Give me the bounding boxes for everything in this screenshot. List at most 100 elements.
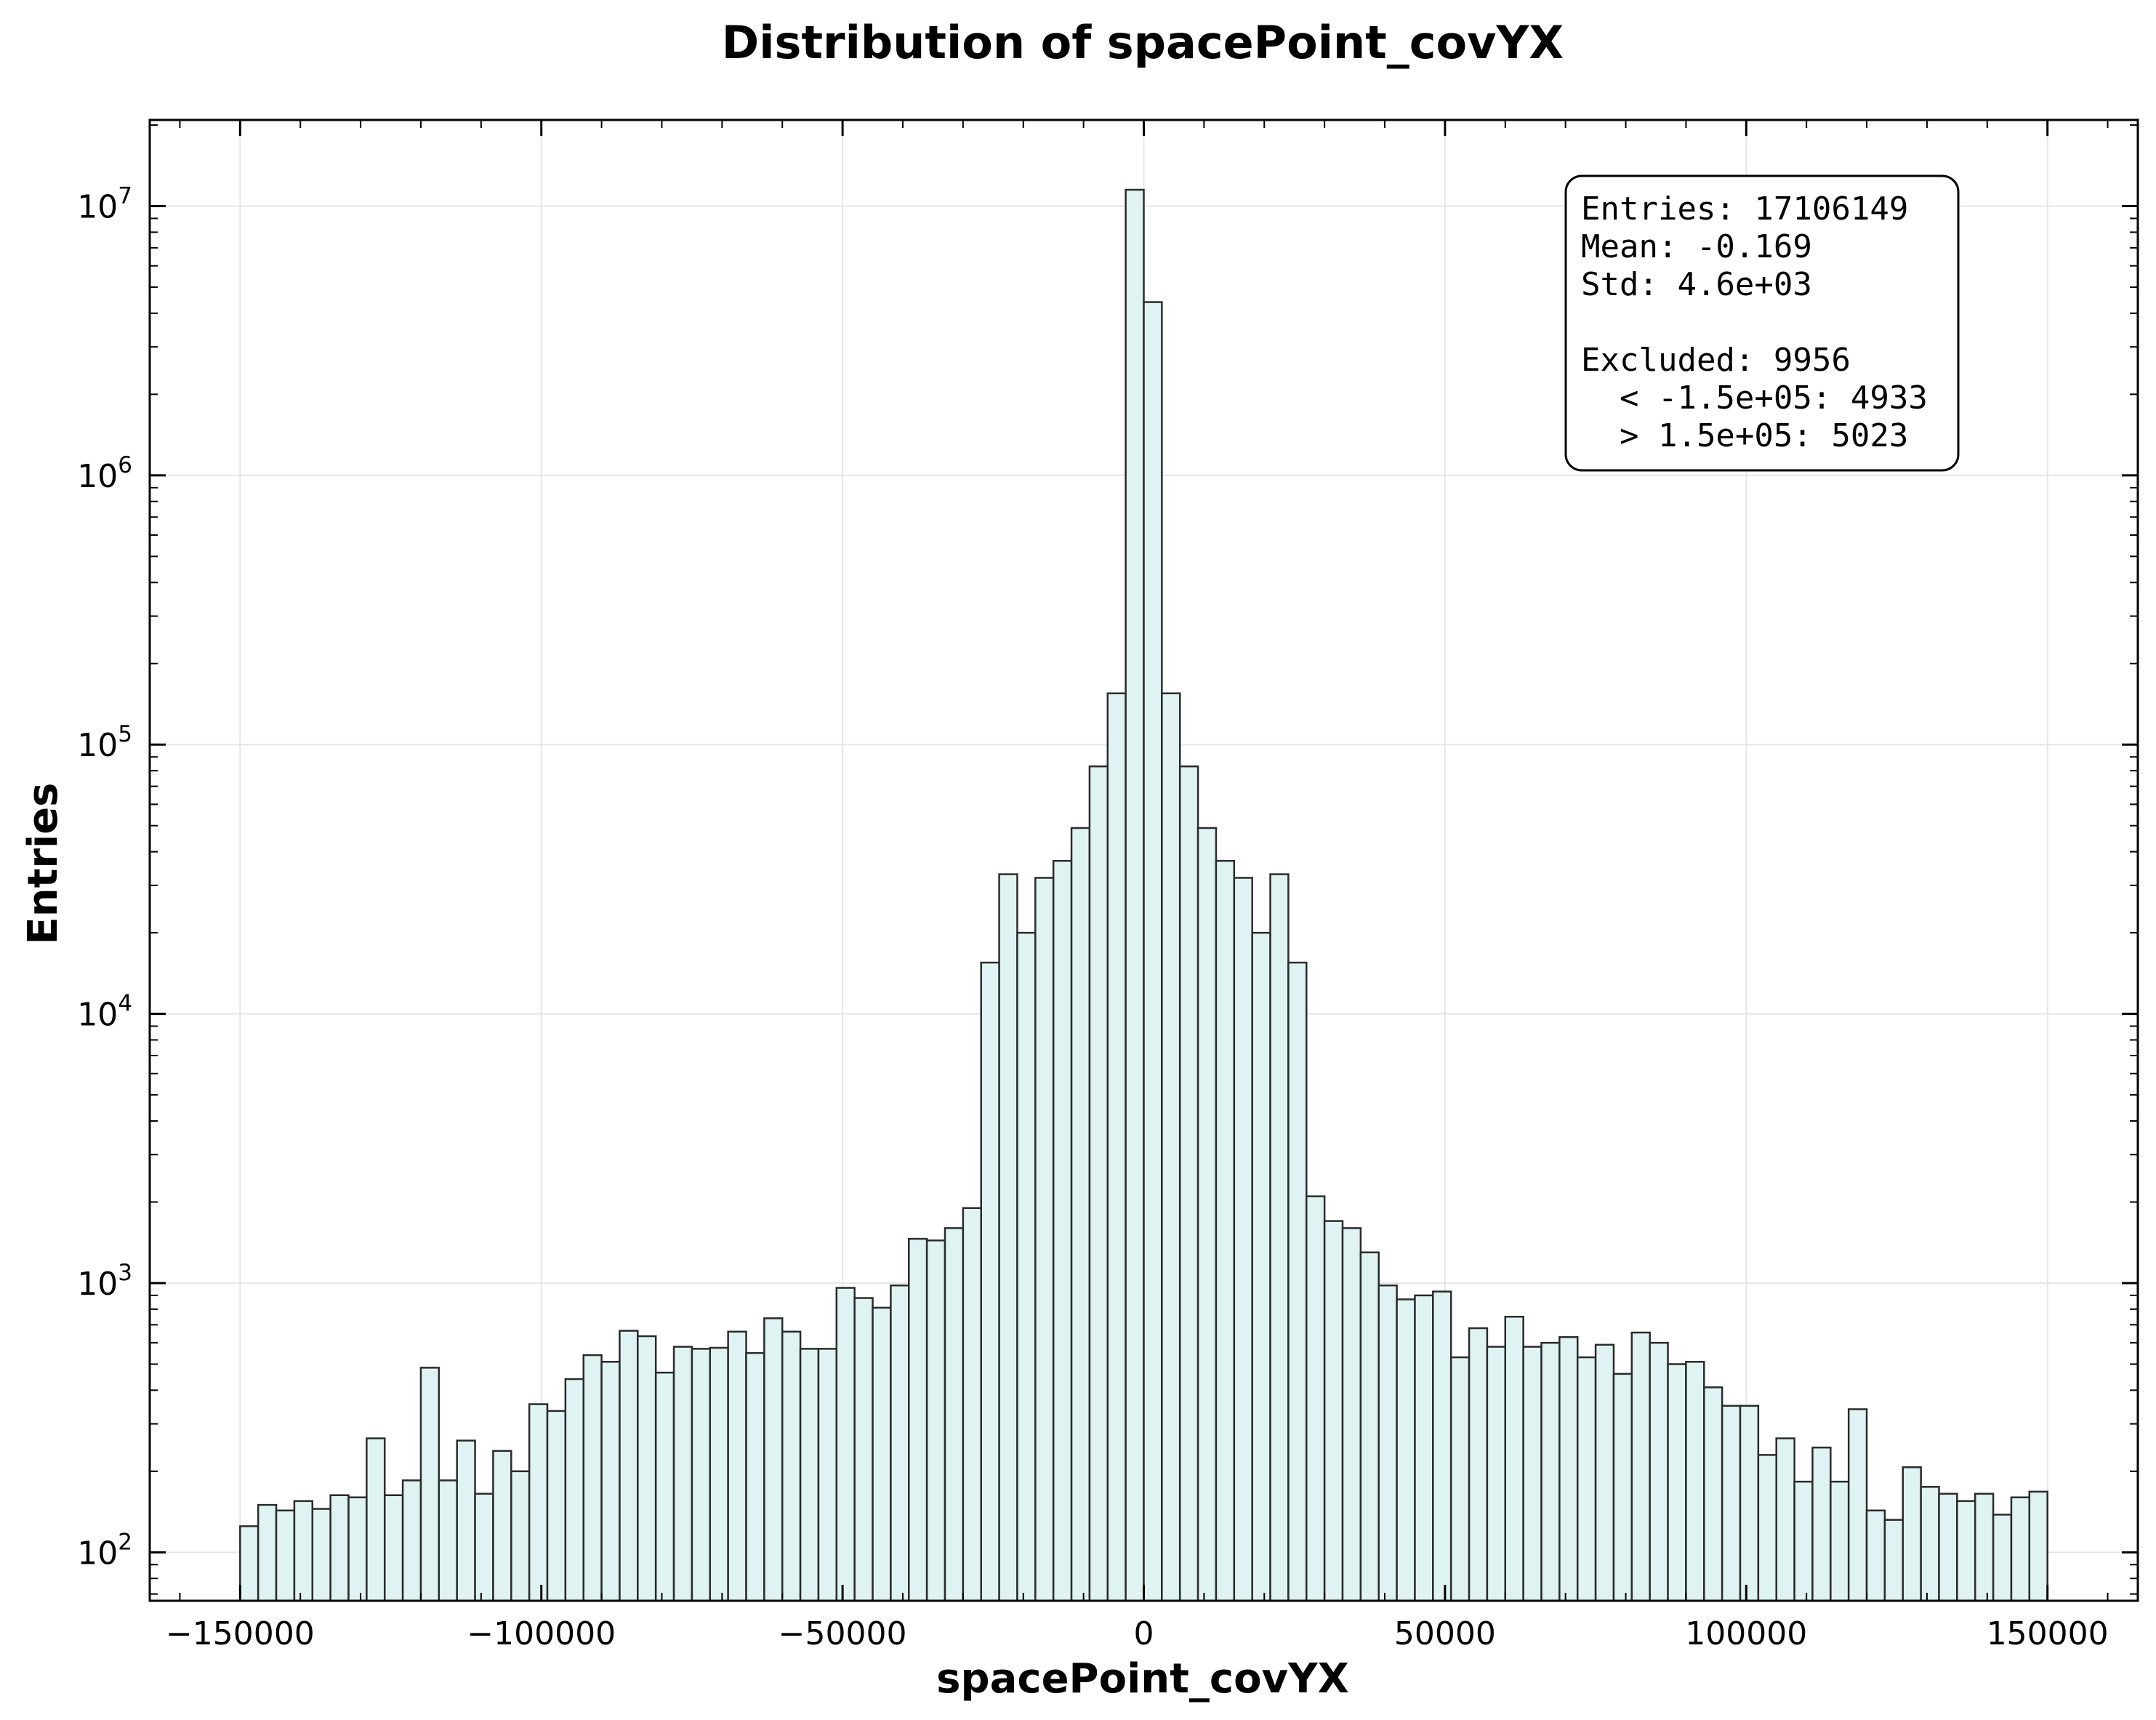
histogram-bar: [853, 1297, 874, 1602]
histogram-bar: [1522, 1346, 1542, 1602]
histogram-bar: [1703, 1386, 1723, 1602]
histogram-bar: [1811, 1446, 1832, 1602]
histogram-bar: [1287, 961, 1308, 1602]
histogram-bar: [293, 1500, 314, 1602]
histogram-bar: [1016, 931, 1037, 1602]
histogram-bar: [347, 1496, 368, 1602]
histogram-bar: [1486, 1346, 1507, 1602]
histogram-bar: [1070, 827, 1091, 1602]
histogram-bar: [1377, 1284, 1398, 1602]
x-tick-label: −50000: [779, 1615, 907, 1652]
histogram-bar: [1449, 1356, 1471, 1602]
histogram-bar: [1667, 1363, 1687, 1602]
histogram-bar: [1088, 765, 1109, 1602]
histogram-bar: [1594, 1343, 1615, 1602]
histogram-bar: [1178, 765, 1199, 1602]
histogram-bar: [1974, 1492, 1995, 1602]
histogram-bar: [1992, 1514, 2013, 1602]
histogram-bar: [1414, 1294, 1434, 1602]
x-tick-labels: −150000 −100000 −50000 0 50000 100000 150000: [166, 1615, 2109, 1652]
stats-std: Std: 4.6e+03: [1581, 266, 1812, 303]
histogram-bar: [1902, 1466, 1922, 1602]
plot-frame: [148, 118, 2139, 1602]
stats-excluded-high: > 1.5e+05: 5023: [1581, 417, 1908, 454]
x-tick-label: 50000: [1394, 1615, 1496, 1652]
histogram-bar: [1196, 827, 1218, 1602]
chart-title: Distribution of spacePoint_covYX: [722, 16, 1564, 69]
histogram-bar: [419, 1367, 441, 1602]
histogram-bar: [637, 1335, 657, 1602]
x-tick-label: 150000: [1987, 1615, 2109, 1652]
histogram-bar: [1540, 1341, 1561, 1602]
histogram-bar: [925, 1239, 946, 1602]
histogram-bar: [835, 1287, 856, 1602]
histogram-bar: [1396, 1298, 1416, 1602]
histogram-bar: [564, 1378, 584, 1602]
histogram-bar: [1830, 1480, 1850, 1602]
histogram-bar: [474, 1492, 494, 1602]
histogram-bar: [275, 1509, 296, 1602]
stats-mean: Mean: -0.169: [1581, 228, 1812, 265]
histogram-bar: [329, 1494, 350, 1602]
y-tick-labels: 102 103 104 105 106 107: [77, 183, 132, 1572]
histogram-bar: [1938, 1492, 1958, 1602]
stats-entries: Entries: 17106149: [1581, 190, 1908, 228]
histogram-bar: [1630, 1331, 1651, 1602]
histogram-bar: [962, 1207, 982, 1602]
histogram-bar: [872, 1306, 892, 1602]
histogram-bar: [1612, 1373, 1633, 1602]
histogram-bar: [239, 1525, 260, 1602]
histogram-bar: [1125, 188, 1145, 1602]
histogram-bar: [2010, 1496, 2031, 1602]
histogram-bar: [908, 1237, 928, 1602]
histogram-bar: [510, 1470, 531, 1602]
histogram-bar: [944, 1227, 965, 1602]
histogram-bar: [1161, 692, 1181, 1602]
histogram-bar: [817, 1348, 838, 1602]
histogram-bar: [1359, 1251, 1380, 1602]
x-tick-label: 100000: [1685, 1615, 1807, 1652]
histogram-bar: [654, 1371, 675, 1602]
histogram-bar: [727, 1330, 747, 1602]
histogram-bar: [1269, 873, 1290, 1602]
x-tick-label: −100000: [467, 1615, 616, 1652]
histogram-bar: [546, 1410, 567, 1602]
histogram-bar: [1052, 859, 1073, 1602]
histogram-bar: [1306, 1195, 1326, 1602]
histogram-bar: [781, 1330, 802, 1602]
histogram-bar: [600, 1361, 621, 1602]
histogram-bar: [401, 1479, 422, 1602]
histogram-bar: [1034, 877, 1055, 1602]
histogram-bar: [890, 1284, 910, 1602]
histogram-bar: [1468, 1327, 1489, 1602]
histogram-bar: [311, 1508, 331, 1602]
histogram-bar: [1956, 1500, 1976, 1602]
histogram-bar: [1251, 931, 1271, 1602]
histogram-bar: [1883, 1519, 1904, 1602]
y-tick-label: 107: [77, 183, 132, 226]
x-tick-label: 0: [1134, 1615, 1154, 1652]
x-tick-label: −150000: [166, 1615, 315, 1652]
histogram-bar: [1341, 1227, 1362, 1602]
histogram-bar: [2028, 1490, 2048, 1602]
y-axis-label: Entries: [20, 782, 67, 944]
histogram-bar: [1793, 1480, 1814, 1602]
x-axis-label: spacePoint_covYX: [936, 1655, 1349, 1703]
histogram-bar: [1558, 1336, 1579, 1602]
y-tick-label: 102: [77, 1529, 132, 1572]
histogram-bar: [1504, 1315, 1524, 1602]
histogram-bar: [745, 1351, 765, 1602]
histogram-bar: [799, 1348, 820, 1602]
y-tick-label: 104: [77, 991, 132, 1034]
stats-excluded: Excluded: 9956: [1581, 342, 1851, 379]
histogram-bar: [1106, 692, 1127, 1602]
histogram-bar: [1685, 1361, 1705, 1602]
histogram-bar: [1920, 1486, 1940, 1602]
histogram-bar: [1576, 1356, 1597, 1602]
histogram-bar: [998, 873, 1018, 1602]
histogram-bar: [383, 1494, 404, 1602]
histogram-bar: [1432, 1290, 1452, 1602]
histogram-bar: [1233, 877, 1253, 1602]
axis-ticks: [150, 120, 2138, 1601]
